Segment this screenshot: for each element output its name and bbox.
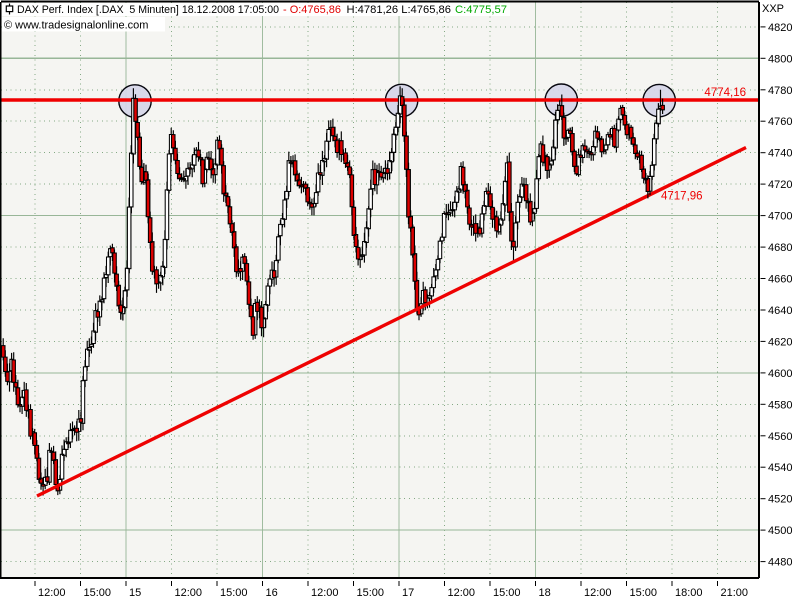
- svg-text:4620: 4620: [768, 336, 792, 348]
- svg-text:© www.tradesignalonline.com: © www.tradesignalonline.com: [4, 20, 148, 32]
- svg-text:15: 15: [129, 587, 141, 599]
- svg-text:21:00: 21:00: [721, 587, 749, 599]
- svg-text:4700: 4700: [768, 211, 792, 223]
- svg-text:4520: 4520: [768, 494, 792, 506]
- svg-text:18: 18: [539, 587, 551, 599]
- svg-text:4580: 4580: [768, 399, 792, 411]
- svg-text:12:00: 12:00: [448, 587, 476, 599]
- svg-text:15:00: 15:00: [493, 587, 521, 599]
- svg-text:15:00: 15:00: [84, 587, 112, 599]
- svg-text:DAX Perf. Index [.DAX 5 Minut: DAX Perf. Index [.DAX 5 Minuten] 18.12.2…: [17, 4, 279, 16]
- svg-text:4680: 4680: [768, 242, 792, 254]
- svg-text:H:4781,26 L:4765,86: H:4781,26 L:4765,86: [347, 4, 452, 16]
- svg-text:XXP: XXP: [762, 3, 784, 15]
- svg-text:16: 16: [266, 587, 278, 599]
- svg-text:12:00: 12:00: [584, 587, 612, 599]
- svg-text:4717,96: 4717,96: [661, 191, 703, 203]
- svg-text:4800: 4800: [768, 53, 792, 65]
- svg-text:4540: 4540: [768, 462, 792, 474]
- svg-text:17: 17: [402, 587, 414, 599]
- svg-text:4720: 4720: [768, 179, 792, 191]
- svg-text:4820: 4820: [768, 22, 792, 34]
- svg-text:4640: 4640: [768, 305, 792, 317]
- svg-text:18:00: 18:00: [675, 587, 703, 599]
- svg-text:4480: 4480: [768, 557, 792, 569]
- svg-text:12:00: 12:00: [38, 587, 66, 599]
- svg-text:15:00: 15:00: [357, 587, 385, 599]
- svg-text:4560: 4560: [768, 431, 792, 443]
- svg-text:15:00: 15:00: [630, 587, 658, 599]
- svg-text:4600: 4600: [768, 368, 792, 380]
- svg-text:15:00: 15:00: [220, 587, 248, 599]
- svg-text:4740: 4740: [768, 148, 792, 160]
- svg-text:12:00: 12:00: [311, 587, 339, 599]
- svg-text:4760: 4760: [768, 116, 792, 128]
- svg-text:4780: 4780: [768, 85, 792, 97]
- svg-text:4774,16: 4774,16: [704, 87, 746, 99]
- svg-text:- O:4765,86: - O:4765,86: [283, 4, 341, 16]
- svg-text:4660: 4660: [768, 274, 792, 286]
- svg-text:C:4775,57: C:4775,57: [455, 4, 507, 16]
- svg-text:4500: 4500: [768, 525, 792, 537]
- svg-text:12:00: 12:00: [175, 587, 203, 599]
